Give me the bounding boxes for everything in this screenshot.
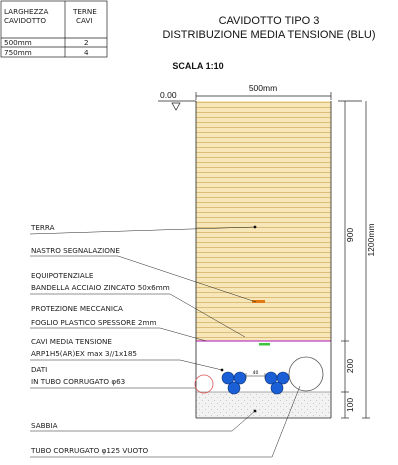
warning-tape-marker [252, 300, 265, 303]
label-equipotential: EQUIPOTENZIALE BANDELLA ACCIAIO ZINCATO … [30, 271, 246, 338]
label-text: TERRA [30, 223, 55, 232]
label-text: PROTEZIONE MECCANICA [31, 304, 123, 313]
depth-dimensions: 900 200 100 1200mm [338, 100, 376, 419]
mv-cable-trefoil-left [221, 371, 247, 395]
table-header-width-line1: LARGHEZZA [4, 7, 48, 16]
drawing-subtitle: DISTRIBUZIONE MEDIA TENSIONE (BLU) [162, 29, 375, 41]
label-text: ARP1H5(AR)EX max 3//1x185 [31, 349, 137, 358]
table-header-count-line2: CAVI [76, 16, 93, 25]
cable-spacing-value: 40 [253, 370, 259, 376]
label-sand: SABBIA [30, 409, 257, 432]
label-warning-tape: NASTRO SEGNALAZIONE [30, 246, 257, 303]
empty-corrugated-tube [288, 356, 324, 392]
width-dimension: 500mm [195, 83, 332, 100]
table-cell-width: 500mm [4, 38, 32, 47]
depth-200-value: 200 [345, 359, 355, 373]
cable-spacing-dimension: 40 [245, 370, 266, 379]
label-text: SABBIA [31, 421, 58, 430]
data-tube [194, 374, 214, 394]
table-header-count-line1: TERNE [72, 7, 97, 16]
table-cell-count: 4 [84, 48, 89, 57]
equipotential-strip-marker [259, 343, 270, 346]
depth-900-value: 900 [345, 228, 355, 242]
label-empty-tube: TUBO CORRUGATO φ125 VUOTO [30, 385, 301, 458]
table-cell-count: 2 [84, 38, 89, 47]
label-text: BANDELLA ACCIAIO ZINCATO 50x6mm [31, 283, 170, 292]
label-text: DATI [31, 365, 47, 374]
ground-level-marker: 0.00 [158, 90, 196, 111]
drawing-scale: SCALA 1:10 [172, 61, 223, 71]
mv-cable-trefoil-right [264, 371, 290, 395]
label-text: FOGLIO PLASTICO SPESSORE 2mm [31, 318, 157, 327]
label-mv-cables: CAVI MEDIA TENSIONE ARP1H5(AR)EX max 3//… [30, 337, 224, 372]
soil-fill [196, 101, 331, 341]
label-text: TUBO CORRUGATO φ125 VUOTO [30, 446, 149, 455]
label-text: CAVI MEDIA TENSIONE [31, 337, 112, 346]
trench-width-table: LARGHEZZA CAVIDOTTO TERNE CAVI 500mm 2 7… [0, 0, 108, 58]
table-header-width-line2: CAVIDOTTO [4, 16, 46, 25]
label-text: IN TUBO CORRUGATO φ63 [31, 377, 125, 386]
table-cell-width: 750mm [4, 48, 32, 57]
ground-level-value: 0.00 [160, 90, 177, 100]
total-depth-value: 1200mm [366, 223, 376, 256]
cable-bedding [196, 342, 331, 392]
depth-100-value: 100 [345, 398, 355, 412]
label-text: EQUIPOTENZIALE [31, 271, 94, 280]
label-text: NASTRO SEGNALAZIONE [31, 246, 120, 255]
width-dimension-value: 500mm [249, 83, 277, 93]
label-mechanical-protection: PROTEZIONE MECCANICA FOGLIO PLASTICO SPE… [30, 304, 207, 342]
drawing-title: CAVIDOTTO TIPO 3 [219, 15, 320, 27]
label-data-tube: DATI IN TUBO CORRUGATO φ63 [30, 365, 196, 389]
label-terra: TERRA [29, 223, 257, 235]
sand-fill [196, 392, 331, 418]
